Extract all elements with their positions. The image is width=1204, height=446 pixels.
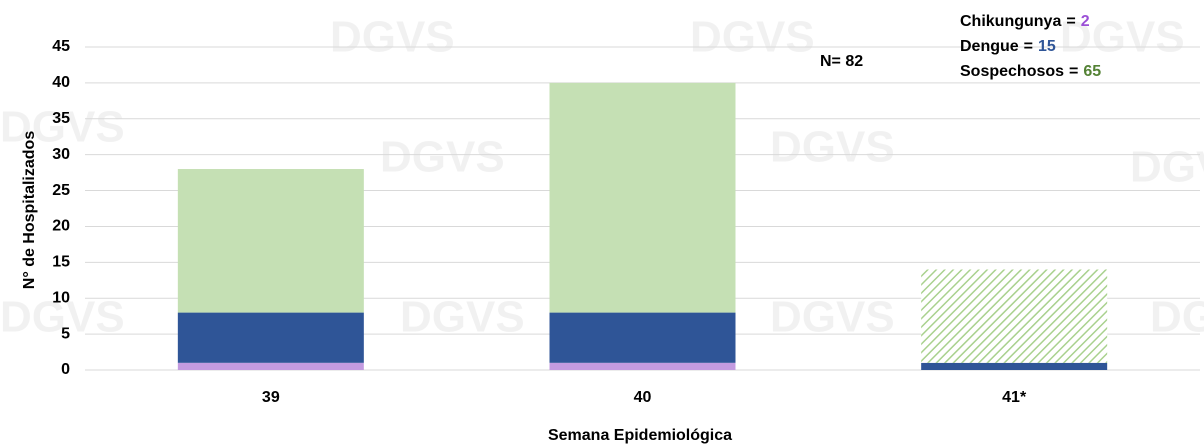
legend-sign: = xyxy=(1024,38,1033,55)
legend-total: 15 xyxy=(1038,38,1056,55)
y-tick-label: 35 xyxy=(52,110,70,127)
legend-sign: = xyxy=(1066,13,1075,30)
bar-segment xyxy=(177,312,364,363)
bar-segment xyxy=(549,362,736,370)
watermark: DGVS xyxy=(400,293,525,342)
x-tick-label: 39 xyxy=(262,389,280,406)
legend-sign: = xyxy=(1069,63,1078,80)
legend-entry: Sospechosos = 65 xyxy=(960,63,1101,80)
x-tick-label: 41* xyxy=(1002,389,1027,406)
bar-segment xyxy=(177,362,364,370)
watermark: DGVS xyxy=(330,13,455,62)
watermark: DGVS xyxy=(690,13,815,62)
y-tick-label: 40 xyxy=(52,74,70,91)
watermark: DGVS xyxy=(0,103,125,152)
y-tick-label: 0 xyxy=(61,361,70,378)
bar-segment xyxy=(549,82,736,313)
watermark: DGVS xyxy=(1060,13,1185,62)
bar-segment xyxy=(921,269,1108,363)
watermark: DGVS xyxy=(770,123,895,172)
watermark: DGVS xyxy=(0,293,125,342)
watermark: DGVS xyxy=(770,293,895,342)
y-tick-label: 5 xyxy=(61,325,70,342)
legend-name: Chikungunya xyxy=(960,13,1061,30)
legend-entry: Chikungunya = 2 xyxy=(960,13,1090,30)
legend-entry: Dengue = 15 xyxy=(960,38,1056,55)
bar-segment xyxy=(921,362,1108,370)
legend-total: 2 xyxy=(1081,13,1090,30)
y-tick-label: 25 xyxy=(52,182,70,199)
y-tick-label: 20 xyxy=(52,218,70,235)
watermark: DGVS xyxy=(380,133,505,182)
y-axis-label: N° de Hospitalizados xyxy=(21,131,38,290)
x-tick-label: 40 xyxy=(634,389,652,406)
x-axis-label: Semana Epidemiológica xyxy=(548,427,732,444)
legend-total: 65 xyxy=(1083,63,1101,80)
legend-name: Sospechosos xyxy=(960,63,1064,80)
y-tick-label: 30 xyxy=(52,146,70,163)
watermark: DGVS xyxy=(1150,293,1204,342)
y-tick-label: 45 xyxy=(52,38,70,55)
y-tick-label: 10 xyxy=(52,289,70,306)
y-tick-label: 15 xyxy=(52,254,70,271)
bar-segment xyxy=(177,169,364,313)
legend-name: Dengue xyxy=(960,38,1019,55)
bar-segment xyxy=(549,312,736,363)
annotation: N= 82 xyxy=(820,53,863,70)
watermark: DGVS xyxy=(1130,143,1204,192)
